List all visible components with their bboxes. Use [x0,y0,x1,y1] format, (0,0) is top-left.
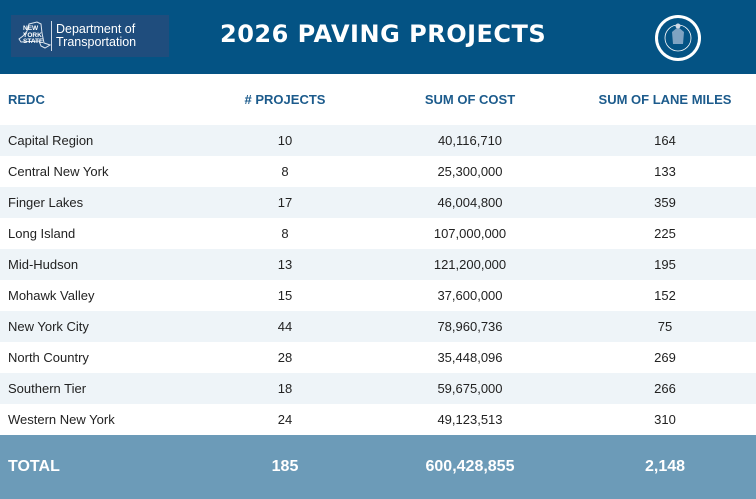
column-header-lane-miles[interactable]: SUM OF LANE MILES [598,92,732,107]
cost-cell: 49,123,513 [437,412,503,427]
table-header-row: REDC # PROJECTS SUM OF COST SUM OF LANE … [0,74,756,125]
cost-cell: 37,600,000 [437,288,503,303]
lane-miles-cell: 195 [654,257,676,272]
table-row: Capital Region 10 40,116,710 164 [0,125,756,156]
table-row: Western New York 24 49,123,513 310 [0,404,756,435]
cost-cell: 46,004,800 [437,195,503,210]
redc-cell: Western New York [8,412,115,427]
header-banner: NEW YORK STATE Department of Transportat… [0,0,756,74]
projects-cell: 15 [277,288,293,303]
cost-cell: 25,300,000 [437,164,503,179]
redc-cell: Southern Tier [8,381,87,396]
cost-cell: 121,200,000 [433,257,507,272]
cost-cell: 78,960,736 [437,319,503,334]
table-row: Southern Tier 18 59,675,000 266 [0,373,756,404]
projects-cell: 24 [277,412,293,427]
redc-cell: Mid-Hudson [8,257,79,272]
table-row: Mohawk Valley 15 37,600,000 152 [0,280,756,311]
state-seal-icon [655,15,701,61]
lane-miles-cell: 152 [654,288,676,303]
cost-cell: 107,000,000 [433,226,507,241]
redc-cell: New York City [8,319,89,334]
redc-cell: Capital Region [8,133,94,148]
projects-cell: 28 [277,350,293,365]
total-row: TOTAL 185 600,428,855 2,148 [0,435,756,499]
nys-text: NEW YORK STATE [23,25,44,46]
projects-cell: 8 [281,226,289,241]
column-header-cost[interactable]: SUM OF COST [424,92,516,107]
column-header-projects[interactable]: # PROJECTS [244,92,326,107]
redc-cell: Mohawk Valley [8,288,95,303]
total-projects: 185 [271,458,299,475]
cost-cell: 40,116,710 [437,133,503,148]
lane-miles-cell: 164 [654,133,676,148]
lane-miles-cell: 225 [654,226,676,241]
redc-cell: Finger Lakes [8,195,84,210]
total-label: TOTAL [8,458,60,475]
projects-cell: 13 [277,257,293,272]
logo-divider [51,21,52,51]
projects-cell: 17 [277,195,293,210]
projects-cell: 18 [277,381,293,396]
cost-cell: 59,675,000 [437,381,503,396]
page-title: 2026 PAVING PROJECTS [220,20,547,48]
table-row: Mid-Hudson 13 121,200,000 195 [0,249,756,280]
table-row: North Country 28 35,448,096 269 [0,342,756,373]
table-row: New York City 44 78,960,736 75 [0,311,756,342]
total-lane-miles: 2,148 [644,458,686,475]
lane-miles-cell: 269 [654,350,676,365]
lane-miles-cell: 133 [654,164,676,179]
redc-cell: North Country [8,350,89,365]
table-row: Central New York 8 25,300,000 133 [0,156,756,187]
total-cost: 600,428,855 [425,458,515,475]
cost-cell: 35,448,096 [437,350,503,365]
lane-miles-cell: 266 [654,381,676,396]
redc-cell: Long Island [8,226,76,241]
projects-cell: 8 [281,164,289,179]
projects-cell: 44 [277,319,293,334]
nysdot-logo: NEW YORK STATE Department of Transportat… [11,15,169,57]
lane-miles-cell: 359 [654,195,676,210]
new-york-state-outline-icon [18,21,51,49]
projects-cell: 10 [277,133,293,148]
redc-cell: Central New York [8,164,109,179]
lane-miles-cell: 75 [657,319,673,334]
column-header-redc[interactable]: REDC [8,92,45,107]
table-row: Long Island 8 107,000,000 225 [0,218,756,249]
table-row: Finger Lakes 17 46,004,800 359 [0,187,756,218]
department-name: Department of Transportation [56,22,137,49]
lane-miles-cell: 310 [654,412,676,427]
